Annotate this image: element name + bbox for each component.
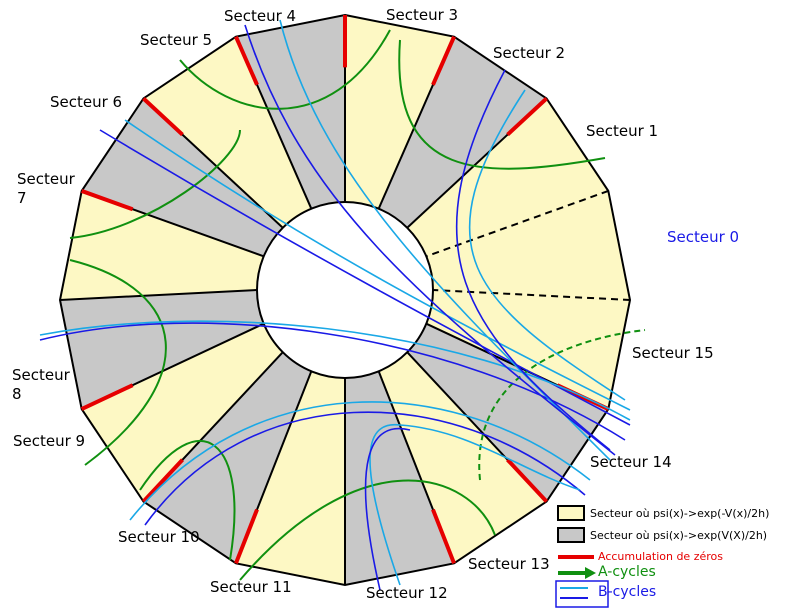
sector	[426, 190, 630, 300]
sector-boundary	[59, 289, 258, 301]
zero-accumulation	[81, 189, 134, 212]
b-cycle	[144, 411, 586, 526]
sector	[426, 290, 630, 410]
sector	[378, 36, 547, 228]
b-cycle	[468, 89, 626, 401]
b-cycle	[279, 19, 611, 461]
b-cycle	[369, 423, 581, 586]
b-cycle	[124, 119, 631, 411]
sector	[60, 190, 264, 300]
zero-accumulation	[234, 35, 259, 86]
legend-swatch	[557, 505, 585, 521]
sector-label: Secteur 3	[386, 6, 459, 24]
sector	[235, 15, 345, 209]
zero-accumulation	[80, 383, 134, 411]
sector-label: Secteur 13	[468, 555, 550, 573]
a-cycle	[69, 129, 241, 239]
a-cycle	[139, 440, 236, 561]
sector-boundary	[425, 189, 609, 258]
sector-label: Secteur 14	[590, 453, 672, 471]
a-cycle	[69, 259, 167, 466]
sector-label: Secteur 2	[493, 44, 566, 62]
zero-accumulation	[506, 458, 548, 503]
b-cycle	[364, 427, 411, 591]
legend-text: Accumulation de zéros	[598, 550, 723, 563]
a-cycle	[478, 329, 646, 481]
sector-label: Secteur 4	[224, 7, 297, 25]
b-cycle	[455, 69, 611, 451]
sector-label: Secteur 10	[118, 528, 200, 546]
sector-label: Secteur 5	[140, 31, 213, 49]
legend-swatch	[557, 527, 585, 543]
sector	[345, 371, 455, 585]
zero-accumulation	[234, 508, 259, 565]
sector-label: Secteur 1	[586, 122, 659, 140]
legend-text: Secteur où psi(x)->exp(-V(x)/2h)	[590, 507, 770, 520]
sector-label: Secteur 11	[210, 578, 292, 596]
sector	[81, 323, 283, 502]
sector-label: Secteur 8	[12, 366, 70, 403]
legend-text: Secteur où psi(x)->exp(V(X)/2h)	[590, 529, 768, 542]
sector	[60, 290, 264, 410]
sector-label: Secteur 6	[50, 93, 123, 111]
b-cycle	[244, 24, 616, 456]
legend-box	[555, 580, 609, 608]
sector-boundary	[432, 289, 631, 301]
sector-label: Secteur 15	[632, 344, 714, 362]
sector	[143, 352, 312, 564]
zero-accumulation	[506, 97, 548, 137]
zero-accumulation	[142, 458, 184, 503]
sector-label: Secteur 7	[17, 170, 75, 207]
a-cycle	[239, 479, 496, 581]
sector	[81, 98, 283, 257]
inner-hole	[256, 201, 434, 379]
legend-text: A-cycles	[598, 564, 656, 580]
sector	[235, 371, 345, 585]
zero-accumulation	[431, 35, 456, 86]
sector	[345, 15, 455, 209]
sector	[143, 36, 312, 228]
zero-accumulation	[142, 97, 184, 137]
zero-accumulation	[431, 508, 456, 565]
a-cycle	[179, 29, 391, 110]
sector-label: Secteur 9	[13, 432, 86, 450]
a-cycle	[398, 39, 606, 170]
b-cycle	[99, 129, 631, 426]
legend-swatch	[585, 567, 596, 579]
b-cycle	[129, 401, 591, 521]
sector-label: Secteur 0	[667, 228, 740, 246]
sector-label: Secteur 12	[366, 584, 448, 602]
b-cycle	[39, 320, 631, 421]
legend-text: B-cycles	[598, 584, 657, 600]
